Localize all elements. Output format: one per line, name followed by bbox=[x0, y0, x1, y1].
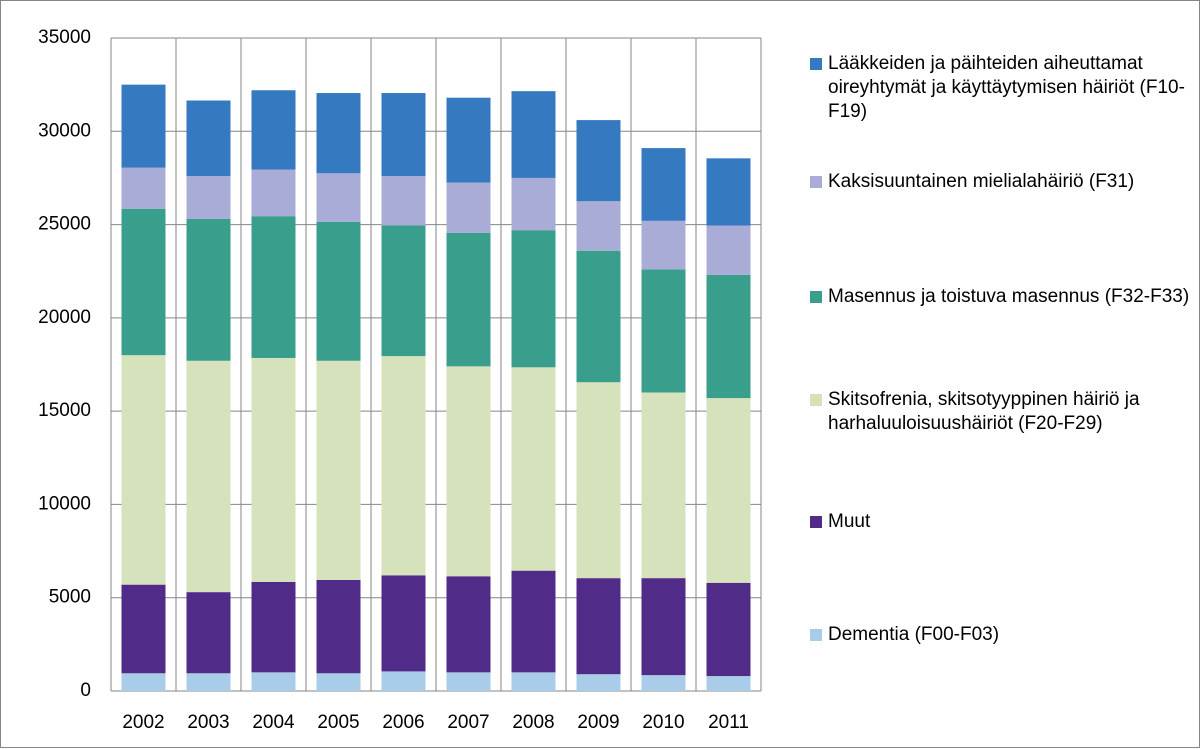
bar-segment bbox=[316, 173, 361, 222]
bar-segment bbox=[251, 357, 296, 582]
bar-segment bbox=[316, 93, 361, 174]
bar-segment bbox=[706, 398, 751, 583]
bar-segment bbox=[641, 269, 686, 393]
bar-segment bbox=[576, 578, 621, 675]
bar-segment bbox=[511, 672, 556, 691]
bar-segment bbox=[446, 232, 491, 367]
x-tick-label: 2002 bbox=[122, 712, 164, 733]
bar-segment bbox=[381, 176, 426, 226]
legend-label: Dementia (F00-F03) bbox=[828, 624, 1000, 645]
bar-segment bbox=[381, 671, 426, 691]
bar-segment bbox=[576, 250, 621, 383]
bar-segment bbox=[186, 360, 231, 593]
legend-swatch bbox=[810, 291, 822, 303]
legend-item: Kaksisuuntainen mielialahäiriö (F31) bbox=[810, 170, 1190, 194]
y-tick-label: 0 bbox=[80, 680, 91, 701]
legend-label: Skitsofrenia, skitsotyyppinen häiriö ja … bbox=[828, 389, 1140, 434]
x-tick-label: 2009 bbox=[577, 712, 619, 733]
bar-segment bbox=[576, 201, 621, 251]
bar-segment bbox=[511, 230, 556, 368]
bar-segment bbox=[381, 225, 426, 357]
legend-label: Lääkkeiden ja päihteiden aiheuttamat oir… bbox=[828, 53, 1185, 122]
bar-segment bbox=[641, 220, 686, 270]
bar-segment bbox=[576, 382, 621, 579]
legend-swatch bbox=[810, 629, 822, 641]
bar-segment bbox=[446, 576, 491, 673]
legend-swatch bbox=[810, 394, 822, 406]
legend-label: Masennus ja toistuva masennus (F32-F33) bbox=[828, 286, 1190, 307]
bar-segment bbox=[641, 578, 686, 676]
bar-segment bbox=[576, 674, 621, 691]
x-tick-label: 2011 bbox=[708, 712, 749, 733]
x-tick-label: 2005 bbox=[317, 712, 359, 733]
bar-segment bbox=[121, 84, 166, 168]
legend-item: Masennus ja toistuva masennus (F32-F33) bbox=[810, 285, 1190, 309]
legend-label: Kaksisuuntainen mielialahäiriö (F31) bbox=[828, 171, 1135, 192]
bar-segment bbox=[446, 97, 491, 183]
x-tick-label: 2003 bbox=[187, 712, 229, 733]
bar-segment bbox=[186, 673, 231, 691]
bar-segment bbox=[446, 672, 491, 691]
y-tick-label: 35000 bbox=[38, 27, 91, 48]
x-tick-label: 2008 bbox=[512, 712, 554, 733]
bar-segment bbox=[706, 676, 751, 691]
y-tick-label: 20000 bbox=[38, 307, 91, 328]
bar-segment bbox=[706, 225, 751, 275]
bar-segment bbox=[121, 355, 166, 585]
bar-segment bbox=[446, 182, 491, 233]
bar-segment bbox=[316, 360, 361, 580]
y-tick-label: 15000 bbox=[38, 400, 91, 421]
x-tick-label: 2006 bbox=[382, 712, 424, 733]
bar-segment bbox=[381, 356, 426, 576]
bar-segment bbox=[381, 93, 426, 177]
bar-segment bbox=[186, 218, 231, 361]
bar-segment bbox=[186, 592, 231, 674]
bar-segment bbox=[316, 673, 361, 691]
y-tick-label: 25000 bbox=[38, 214, 91, 235]
x-tick-label: 2007 bbox=[447, 712, 489, 733]
bar-segment bbox=[641, 675, 686, 691]
bar-segment bbox=[641, 392, 686, 579]
legend-swatch bbox=[810, 58, 822, 70]
legend-item: Dementia (F00-F03) bbox=[810, 623, 1190, 647]
bar-segment bbox=[316, 221, 361, 361]
y-tick-label: 5000 bbox=[49, 587, 91, 608]
bar-segment bbox=[121, 208, 166, 356]
bar-segment bbox=[121, 584, 166, 674]
bar-segment bbox=[186, 100, 231, 177]
bar-segment bbox=[251, 672, 296, 691]
bar-segment bbox=[576, 120, 621, 202]
bar-segment bbox=[511, 367, 556, 571]
bar-segment bbox=[446, 366, 491, 577]
bar-segment bbox=[316, 579, 361, 674]
legend-item: Lääkkeiden ja päihteiden aiheuttamat oir… bbox=[810, 52, 1190, 124]
bar-segment bbox=[381, 575, 426, 672]
y-tick-label: 30000 bbox=[38, 120, 91, 141]
bar-segment bbox=[251, 90, 296, 170]
bar-segment bbox=[121, 167, 166, 209]
legend-item: Muut bbox=[810, 510, 1190, 534]
bar-segment bbox=[251, 169, 296, 217]
legend-item: Skitsofrenia, skitsotyyppinen häiriö ja … bbox=[810, 388, 1190, 436]
bar-segment bbox=[511, 177, 556, 231]
bar-segment bbox=[706, 158, 751, 226]
bar-segment bbox=[251, 581, 296, 673]
x-tick-label: 2004 bbox=[252, 712, 295, 733]
bar-segment bbox=[186, 176, 231, 219]
bar-segment bbox=[641, 148, 686, 221]
bar-segment bbox=[121, 673, 166, 691]
bar-segment bbox=[251, 216, 296, 358]
bar-segment bbox=[706, 274, 751, 399]
legend-swatch bbox=[810, 516, 822, 528]
bar-segment bbox=[511, 91, 556, 178]
bar-segment bbox=[706, 582, 751, 677]
x-tick-label: 2010 bbox=[642, 712, 684, 733]
legend-label: Muut bbox=[828, 511, 871, 532]
legend-swatch bbox=[810, 176, 822, 188]
bar-segment bbox=[511, 570, 556, 673]
y-tick-label: 10000 bbox=[38, 493, 91, 514]
